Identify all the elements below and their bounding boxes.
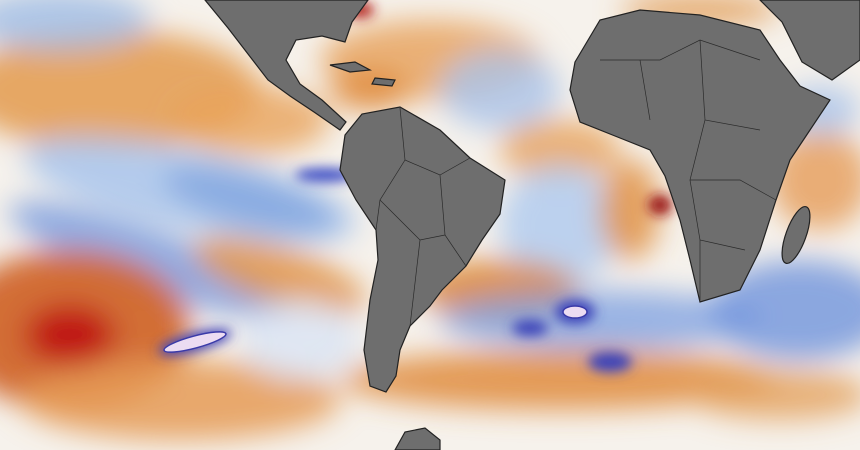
caribbean-islands — [329, 61, 396, 87]
cold-patch — [163, 331, 227, 353]
cold-patch — [562, 305, 588, 319]
madagascar — [781, 206, 811, 264]
africa — [569, 9, 831, 303]
arabia-europe — [759, 0, 860, 81]
antarctic-peninsula — [394, 427, 441, 450]
country-borders — [600, 39, 777, 300]
country-borders — [375, 107, 471, 327]
north-america — [204, 0, 369, 131]
